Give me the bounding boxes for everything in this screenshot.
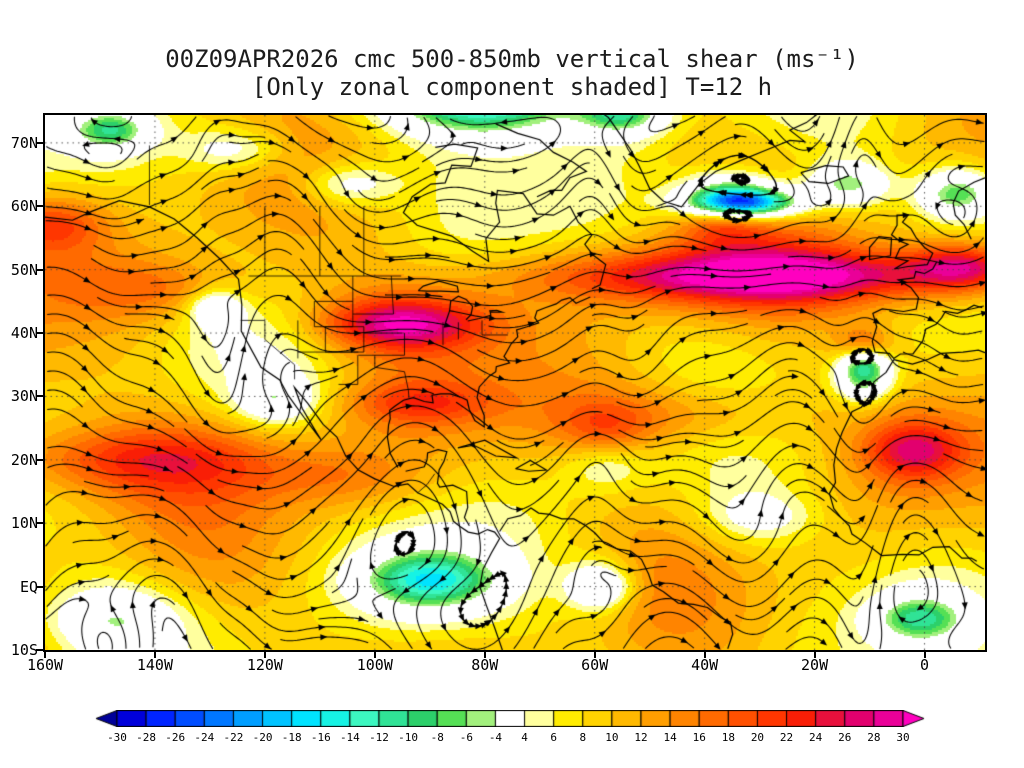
colorbar-tick-label: 10 — [605, 731, 619, 744]
y-axis-tick-label: 50N — [10, 260, 38, 279]
colorbar — [95, 710, 925, 727]
colorbar-tick-label: 20 — [750, 731, 765, 744]
y-axis-tick-label: 70N — [10, 133, 38, 152]
colorbar-tick-label: 4 — [521, 731, 528, 744]
colorbar-tick-label: -28 — [136, 731, 157, 744]
colorbar-tick-label: 16 — [692, 731, 706, 744]
x-axis-tick — [44, 652, 46, 658]
y-axis-tick — [36, 458, 43, 461]
x-axis-tick — [373, 652, 376, 658]
x-axis-tick — [483, 652, 486, 658]
x-axis-tick-label: 20W — [801, 656, 829, 674]
colorbar-tick-label: 14 — [663, 731, 677, 744]
y-axis-tick — [36, 141, 43, 144]
x-axis-tick — [813, 652, 816, 658]
colorbar-tick-label: 6 — [550, 731, 557, 744]
y-axis-tick-label: EQ — [19, 577, 38, 596]
y-axis-tick-label: 60N — [10, 197, 38, 216]
x-axis-tick-label: 100W — [356, 656, 393, 674]
y-axis-tick — [36, 268, 43, 271]
y-axis-tick-label: 20N — [10, 450, 38, 469]
colorbar-tick-label: 22 — [779, 731, 794, 744]
y-axis-tick-label: 40N — [10, 324, 38, 343]
x-axis-tick-label: 80W — [471, 656, 499, 674]
colorbar-tick-label: -26 — [165, 731, 186, 744]
colorbar-tick-label: -24 — [194, 731, 215, 744]
chart-title: 00Z09APR2026 cmc 500-850mb vertical shea… — [165, 45, 859, 73]
x-axis-tick — [263, 652, 266, 658]
x-axis-tick-label: 120W — [246, 656, 283, 674]
colorbar-tick-label: 18 — [721, 731, 735, 744]
shear-map-canvas — [45, 115, 985, 650]
y-axis-tick — [36, 332, 43, 335]
colorbar-tick-label: -8 — [430, 731, 444, 744]
y-axis-tick — [36, 585, 43, 588]
y-axis-tick — [36, 649, 43, 651]
y-axis-tick-label: 10S — [10, 641, 38, 659]
x-axis-tick-label: 140W — [136, 656, 173, 674]
y-axis-tick-label: 30N — [10, 387, 38, 406]
colorbar-tick-label: -30 — [107, 731, 127, 744]
colorbar-tick-label: 24 — [809, 731, 823, 744]
x-axis-tick — [923, 652, 926, 658]
colorbar-tick-label: -16 — [310, 731, 331, 744]
colorbar-tick-label: -4 — [488, 731, 503, 744]
x-axis-tick — [153, 652, 156, 658]
colorbar-tick-label: 30 — [896, 731, 910, 744]
y-axis-tick — [36, 522, 43, 525]
chart-subtitle: [Only zonal component shaded] T=12 h — [251, 73, 773, 101]
x-axis-tick-label: 160W — [26, 656, 64, 674]
x-axis-tick — [703, 652, 706, 658]
colorbar-tick-label: 26 — [838, 731, 852, 744]
colorbar-tick-label: -22 — [223, 731, 244, 744]
x-axis-tick-label: 40W — [691, 656, 719, 674]
colorbar-tick-label: -18 — [281, 731, 302, 744]
colorbar-tick-label: -12 — [369, 731, 389, 744]
y-axis-tick — [36, 205, 43, 208]
map-plot-area — [43, 113, 987, 652]
y-axis-tick-label: 10N — [10, 514, 38, 533]
y-axis-tick — [36, 395, 43, 398]
x-axis-tick — [593, 652, 596, 658]
colorbar-tick-label: -20 — [252, 731, 273, 744]
colorbar-tick-label: 8 — [579, 731, 587, 744]
colorbar-tick-label: -6 — [459, 731, 473, 744]
colorbar-tick-label: 12 — [634, 731, 648, 744]
x-axis-tick-label: 0 — [920, 656, 930, 674]
colorbar-tick-label: 28 — [867, 731, 881, 744]
x-axis-tick-label: 60W — [581, 656, 609, 674]
colorbar-tick-label: -10 — [398, 731, 419, 744]
colorbar-tick-label: -14 — [339, 731, 360, 744]
